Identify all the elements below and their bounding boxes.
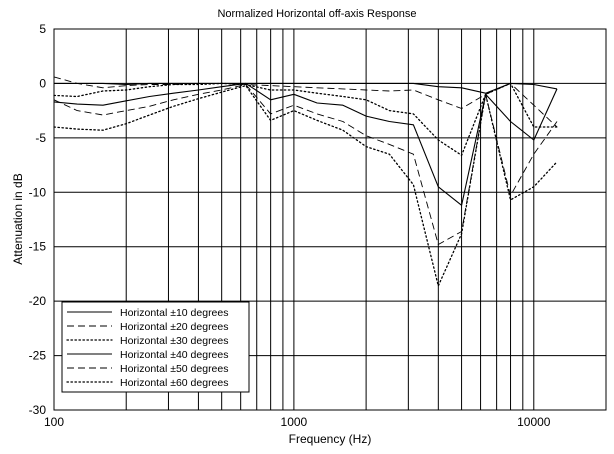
legend-label: Horizontal ±60 degrees [120, 377, 229, 389]
y-tick-label: -25 [29, 349, 47, 363]
y-tick-label: -20 [29, 294, 47, 308]
y-axis-title: Attenuation in dB [11, 173, 25, 264]
x-tick-label: 1000 [281, 415, 308, 429]
plot-lines [53, 76, 558, 287]
series-line-3 [53, 82, 558, 156]
chart-title: Normalized Horizontal off-axis Response [217, 8, 416, 20]
series-line-2 [53, 76, 558, 128]
x-tick-label: 10000 [517, 415, 551, 429]
x-tick-label: 100 [44, 415, 64, 429]
legend-label: Horizontal ±50 degrees [120, 363, 229, 375]
legend-label: Horizontal ±10 degrees [120, 307, 229, 319]
y-tick-label: -5 [35, 131, 46, 145]
legend-label: Horizontal ±30 degrees [120, 335, 229, 347]
plot-frame [53, 28, 607, 411]
series-line-6 [53, 84, 558, 287]
legend-label: Horizontal ±40 degrees [120, 349, 229, 361]
legend-box [61, 301, 250, 393]
y-tick-label: 5 [39, 22, 46, 36]
legend: Horizontal ±10 degrees Horizontal ±20 deg… [61, 301, 250, 393]
series-line-1 [54, 82, 558, 94]
y-tick-label: -10 [29, 185, 47, 199]
y-tick-label: -30 [29, 403, 47, 417]
y-tick-labels: 5 0 -5 -10 -15 -20 -25 -30 [29, 22, 47, 417]
x-axis-title: Frequency (Hz) [289, 432, 372, 446]
x-tick-labels: 100 1000 10000 [44, 415, 551, 429]
series-line-4 [53, 82, 558, 206]
y-tick-label: 0 [39, 76, 46, 90]
grid [54, 29, 606, 410]
legend-label: Horizontal ±20 degrees [120, 321, 229, 333]
y-tick-label: -15 [29, 240, 47, 254]
